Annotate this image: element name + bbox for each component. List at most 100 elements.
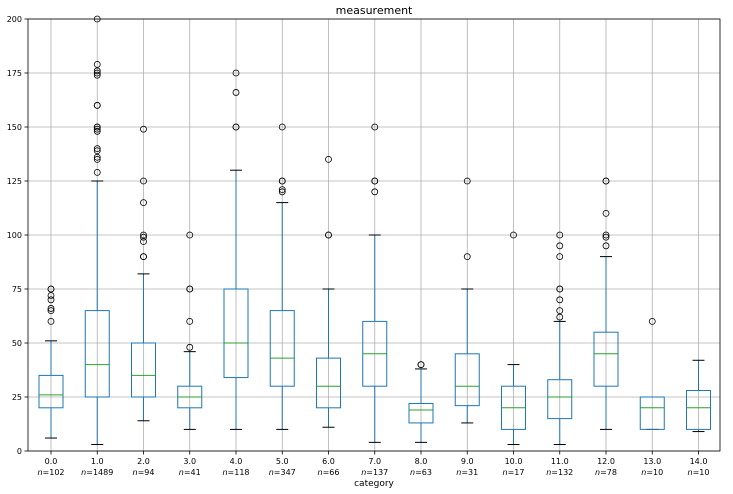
iqr-box xyxy=(269,310,295,387)
x-tick-label: 8.0 xyxy=(415,457,428,466)
x-tick-count-label: n=78 xyxy=(595,468,617,477)
chart-title: measurement xyxy=(336,4,413,17)
outlier-point xyxy=(93,155,101,163)
outlier-point xyxy=(93,127,101,135)
y-tick-label: 175 xyxy=(7,69,22,78)
outlier-point xyxy=(232,123,240,131)
outlier-point xyxy=(47,285,55,293)
outlier-point xyxy=(278,177,286,185)
outlier-point xyxy=(232,69,240,77)
outlier-point xyxy=(278,186,286,194)
iqr-box xyxy=(639,396,665,430)
outlier-point xyxy=(47,317,55,325)
outlier-point xyxy=(463,253,471,261)
x-tick-label: 12.0 xyxy=(597,457,615,466)
x-tick-count-label: n=41 xyxy=(179,468,201,477)
x-tick-count-label: n=10 xyxy=(641,468,663,477)
outlier-point xyxy=(417,361,425,369)
outlier-point xyxy=(325,155,332,163)
y-tick-label: 0 xyxy=(17,447,22,456)
iqr-box xyxy=(38,374,64,409)
x-tick-count-label: n=31 xyxy=(456,468,478,477)
outlier-point xyxy=(93,60,101,68)
x-axis-label: category xyxy=(354,479,394,489)
outlier-point xyxy=(186,231,194,239)
outlier-point xyxy=(140,233,147,241)
iqr-box xyxy=(686,390,711,430)
outlier-point xyxy=(371,188,379,196)
x-tick-label: 14.0 xyxy=(690,457,708,466)
outlier-point xyxy=(371,123,379,131)
outlier-point xyxy=(278,188,286,196)
x-tick-count-label: n=94 xyxy=(133,468,155,477)
outlier-point xyxy=(602,233,610,241)
x-tick-label: 7.0 xyxy=(368,457,381,466)
outlier-point xyxy=(93,125,101,133)
outlier-point xyxy=(556,231,564,239)
outlier-point xyxy=(602,177,610,185)
x-tick-label: 10.0 xyxy=(505,457,523,466)
x-tick-count-label: n=63 xyxy=(410,468,432,477)
outlier-point xyxy=(556,296,564,304)
x-tick-count-label: n=66 xyxy=(318,468,340,477)
iqr-box xyxy=(316,357,341,409)
x-tick-label: 9.0 xyxy=(461,457,474,466)
outlier-point xyxy=(186,343,194,351)
y-tick-label: 150 xyxy=(7,123,22,132)
outlier-point xyxy=(556,313,564,321)
x-tick-count-label: n=10 xyxy=(688,468,710,477)
outlier-point xyxy=(510,231,517,239)
outlier-point xyxy=(140,238,147,245)
x-tick-label: 5.0 xyxy=(276,457,289,466)
x-tick-label: 3.0 xyxy=(183,457,196,466)
outlier-point xyxy=(93,67,101,75)
iqr-box xyxy=(454,353,480,407)
outlier-point xyxy=(140,199,147,207)
outlier-point xyxy=(602,209,610,217)
outlier-point xyxy=(93,153,101,161)
outlier-point xyxy=(648,317,656,325)
x-tick-label: 4.0 xyxy=(230,457,243,466)
x-tick-count-label: n=137 xyxy=(361,468,388,477)
outlier-point xyxy=(93,71,101,79)
outlier-point xyxy=(556,253,564,261)
outlier-point xyxy=(556,242,564,250)
outlier-point xyxy=(556,285,564,293)
outlier-point xyxy=(463,177,471,185)
outlier-point xyxy=(140,177,147,185)
outlier-point xyxy=(140,125,147,133)
outlier-point xyxy=(371,177,379,185)
outlier-point xyxy=(186,317,194,325)
x-tick-count-label: n=347 xyxy=(269,468,296,477)
outlier-point xyxy=(93,69,101,77)
outlier-point xyxy=(232,89,240,96)
outlier-point xyxy=(325,231,332,239)
y-tick-label: 100 xyxy=(7,231,22,240)
outlier-point xyxy=(93,102,101,109)
y-tick-label: 50 xyxy=(12,339,22,348)
x-tick-label: 11.0 xyxy=(551,457,569,466)
outliers xyxy=(47,15,656,369)
x-tick-count-label: n=17 xyxy=(503,468,525,477)
x-tick-label: 6.0 xyxy=(322,457,335,466)
outlier-point xyxy=(278,123,286,131)
x-tick-label: 2.0 xyxy=(137,457,150,466)
axes: 0 25 50 75 100 125 150 175 200 0.0 n=102 1.0 n=1489 2… xyxy=(7,15,710,477)
iqr-box xyxy=(408,402,434,424)
boxes xyxy=(38,169,711,446)
outlier-point xyxy=(47,307,55,315)
outlier-point xyxy=(140,253,147,261)
outlier-point xyxy=(47,305,55,312)
outlier-point xyxy=(556,307,564,315)
x-tick-count-label: n=102 xyxy=(37,468,64,477)
outlier-point xyxy=(47,292,55,299)
iqr-box xyxy=(223,288,249,379)
outlier-point xyxy=(186,285,194,293)
x-tick-label: 13.0 xyxy=(643,457,661,466)
x-tick-count-label: n=118 xyxy=(222,468,249,477)
y-tick-label: 75 xyxy=(12,285,22,294)
iqr-box xyxy=(547,379,573,420)
outlier-point xyxy=(93,147,101,155)
iqr-box xyxy=(593,331,619,387)
